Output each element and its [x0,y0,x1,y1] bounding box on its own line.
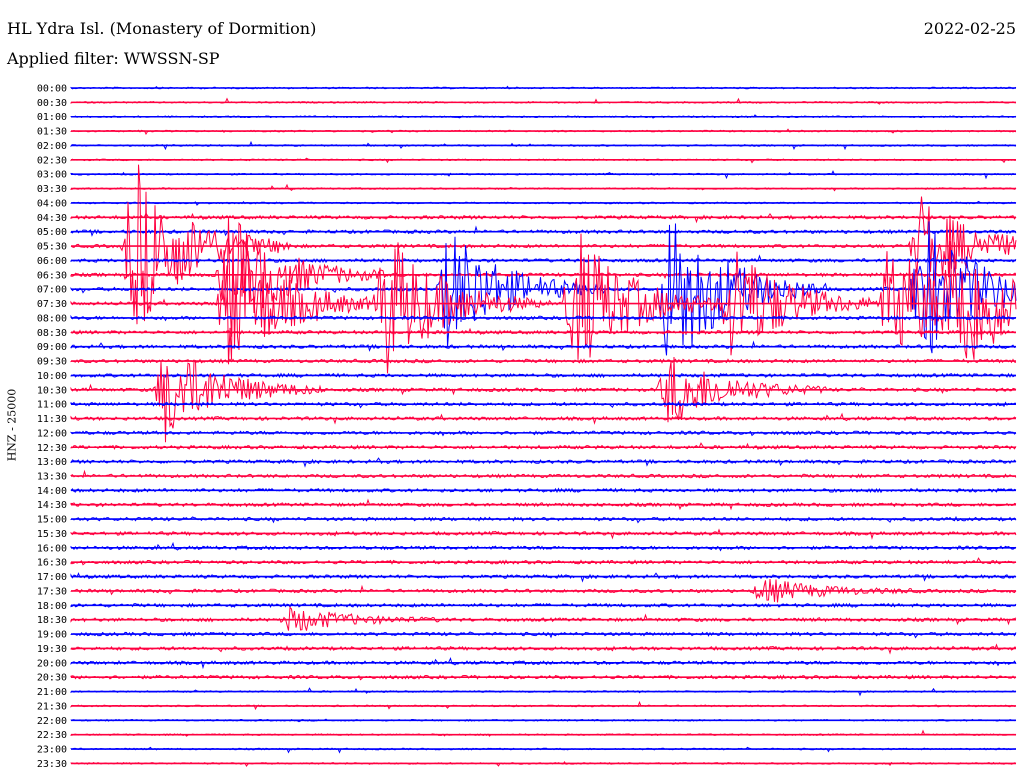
tick-label: 14:30 [37,500,67,511]
tick-label: 19:00 [37,630,67,641]
tick-label: 14:00 [37,486,67,497]
tick-label: 01:00 [37,112,67,123]
tick-label: 10:00 [37,371,67,382]
tick-label: 05:00 [37,227,67,238]
tick-label: 08:30 [37,328,67,339]
tick-label: 11:30 [37,414,67,425]
tick-label: 20:30 [37,673,67,684]
tick-label: 06:00 [37,256,67,267]
filter-label: Applied filter: WWSSN-SP [7,49,220,68]
tick-label: 22:30 [37,730,67,741]
tick-label: 13:30 [37,471,67,482]
tick-label: 04:00 [37,198,67,209]
tick-label: 21:00 [37,687,67,698]
seismic-trace [70,469,1017,479]
tick-label: 17:30 [37,586,67,597]
tick-label: 04:30 [37,213,67,224]
tick-label: 03:30 [37,184,67,195]
seismic-trace [70,442,1017,451]
tick-label: 00:00 [37,84,67,95]
station-title: HL Ydra Isl. (Monastery of Dormition) [7,19,317,38]
tick-label: 02:30 [37,155,67,166]
chart-date: 2022-02-25 [923,19,1016,38]
tick-label: 02:00 [37,141,67,152]
tick-label: 19:30 [37,644,67,655]
seismic-trace [70,232,1017,374]
seismic-trace [70,97,1017,105]
tick-label: 06:30 [37,270,67,281]
tick-label-group: 00:00 00:30 01:00 01:30 02:00 02:30 03:00 03:30… [37,84,67,770]
tick-label: 07:00 [37,285,67,296]
tick-label: 17:00 [37,572,67,583]
tick-label: 18:30 [37,615,67,626]
trace-group [70,85,1017,768]
tick-label: 01:30 [37,127,67,138]
tick-label: 05:30 [37,242,67,253]
tick-label: 08:00 [37,313,67,324]
seismic-trace [70,579,1017,603]
tick-label: 16:30 [37,558,67,569]
tick-label: 23:00 [37,745,67,756]
tick-label: 16:00 [37,543,67,554]
tick-label: 18:00 [37,601,67,612]
tick-label: 15:30 [37,529,67,540]
seismic-trace [70,457,1017,468]
seismic-trace [70,254,1017,264]
tick-label: 21:30 [37,701,67,712]
tick-label: 10:30 [37,385,67,396]
tick-label: 03:00 [37,170,67,181]
tick-label: 07:30 [37,299,67,310]
tick-label: 13:00 [37,457,67,468]
tick-label: 23:30 [37,759,67,770]
tick-label: 11:00 [37,400,67,411]
tick-label: 09:30 [37,357,67,368]
tick-label: 12:00 [37,428,67,439]
seismic-trace [70,541,1017,552]
seismic-trace [70,746,1017,754]
tick-label: 22:00 [37,716,67,727]
tick-label: 00:30 [37,98,67,109]
seismic-trace [70,528,1017,540]
tick-label: 15:00 [37,515,67,526]
tick-label: 12:30 [37,443,67,454]
seismic-trace [70,356,1017,443]
tick-label: 20:00 [37,658,67,669]
tick-label: 09:00 [37,342,67,353]
